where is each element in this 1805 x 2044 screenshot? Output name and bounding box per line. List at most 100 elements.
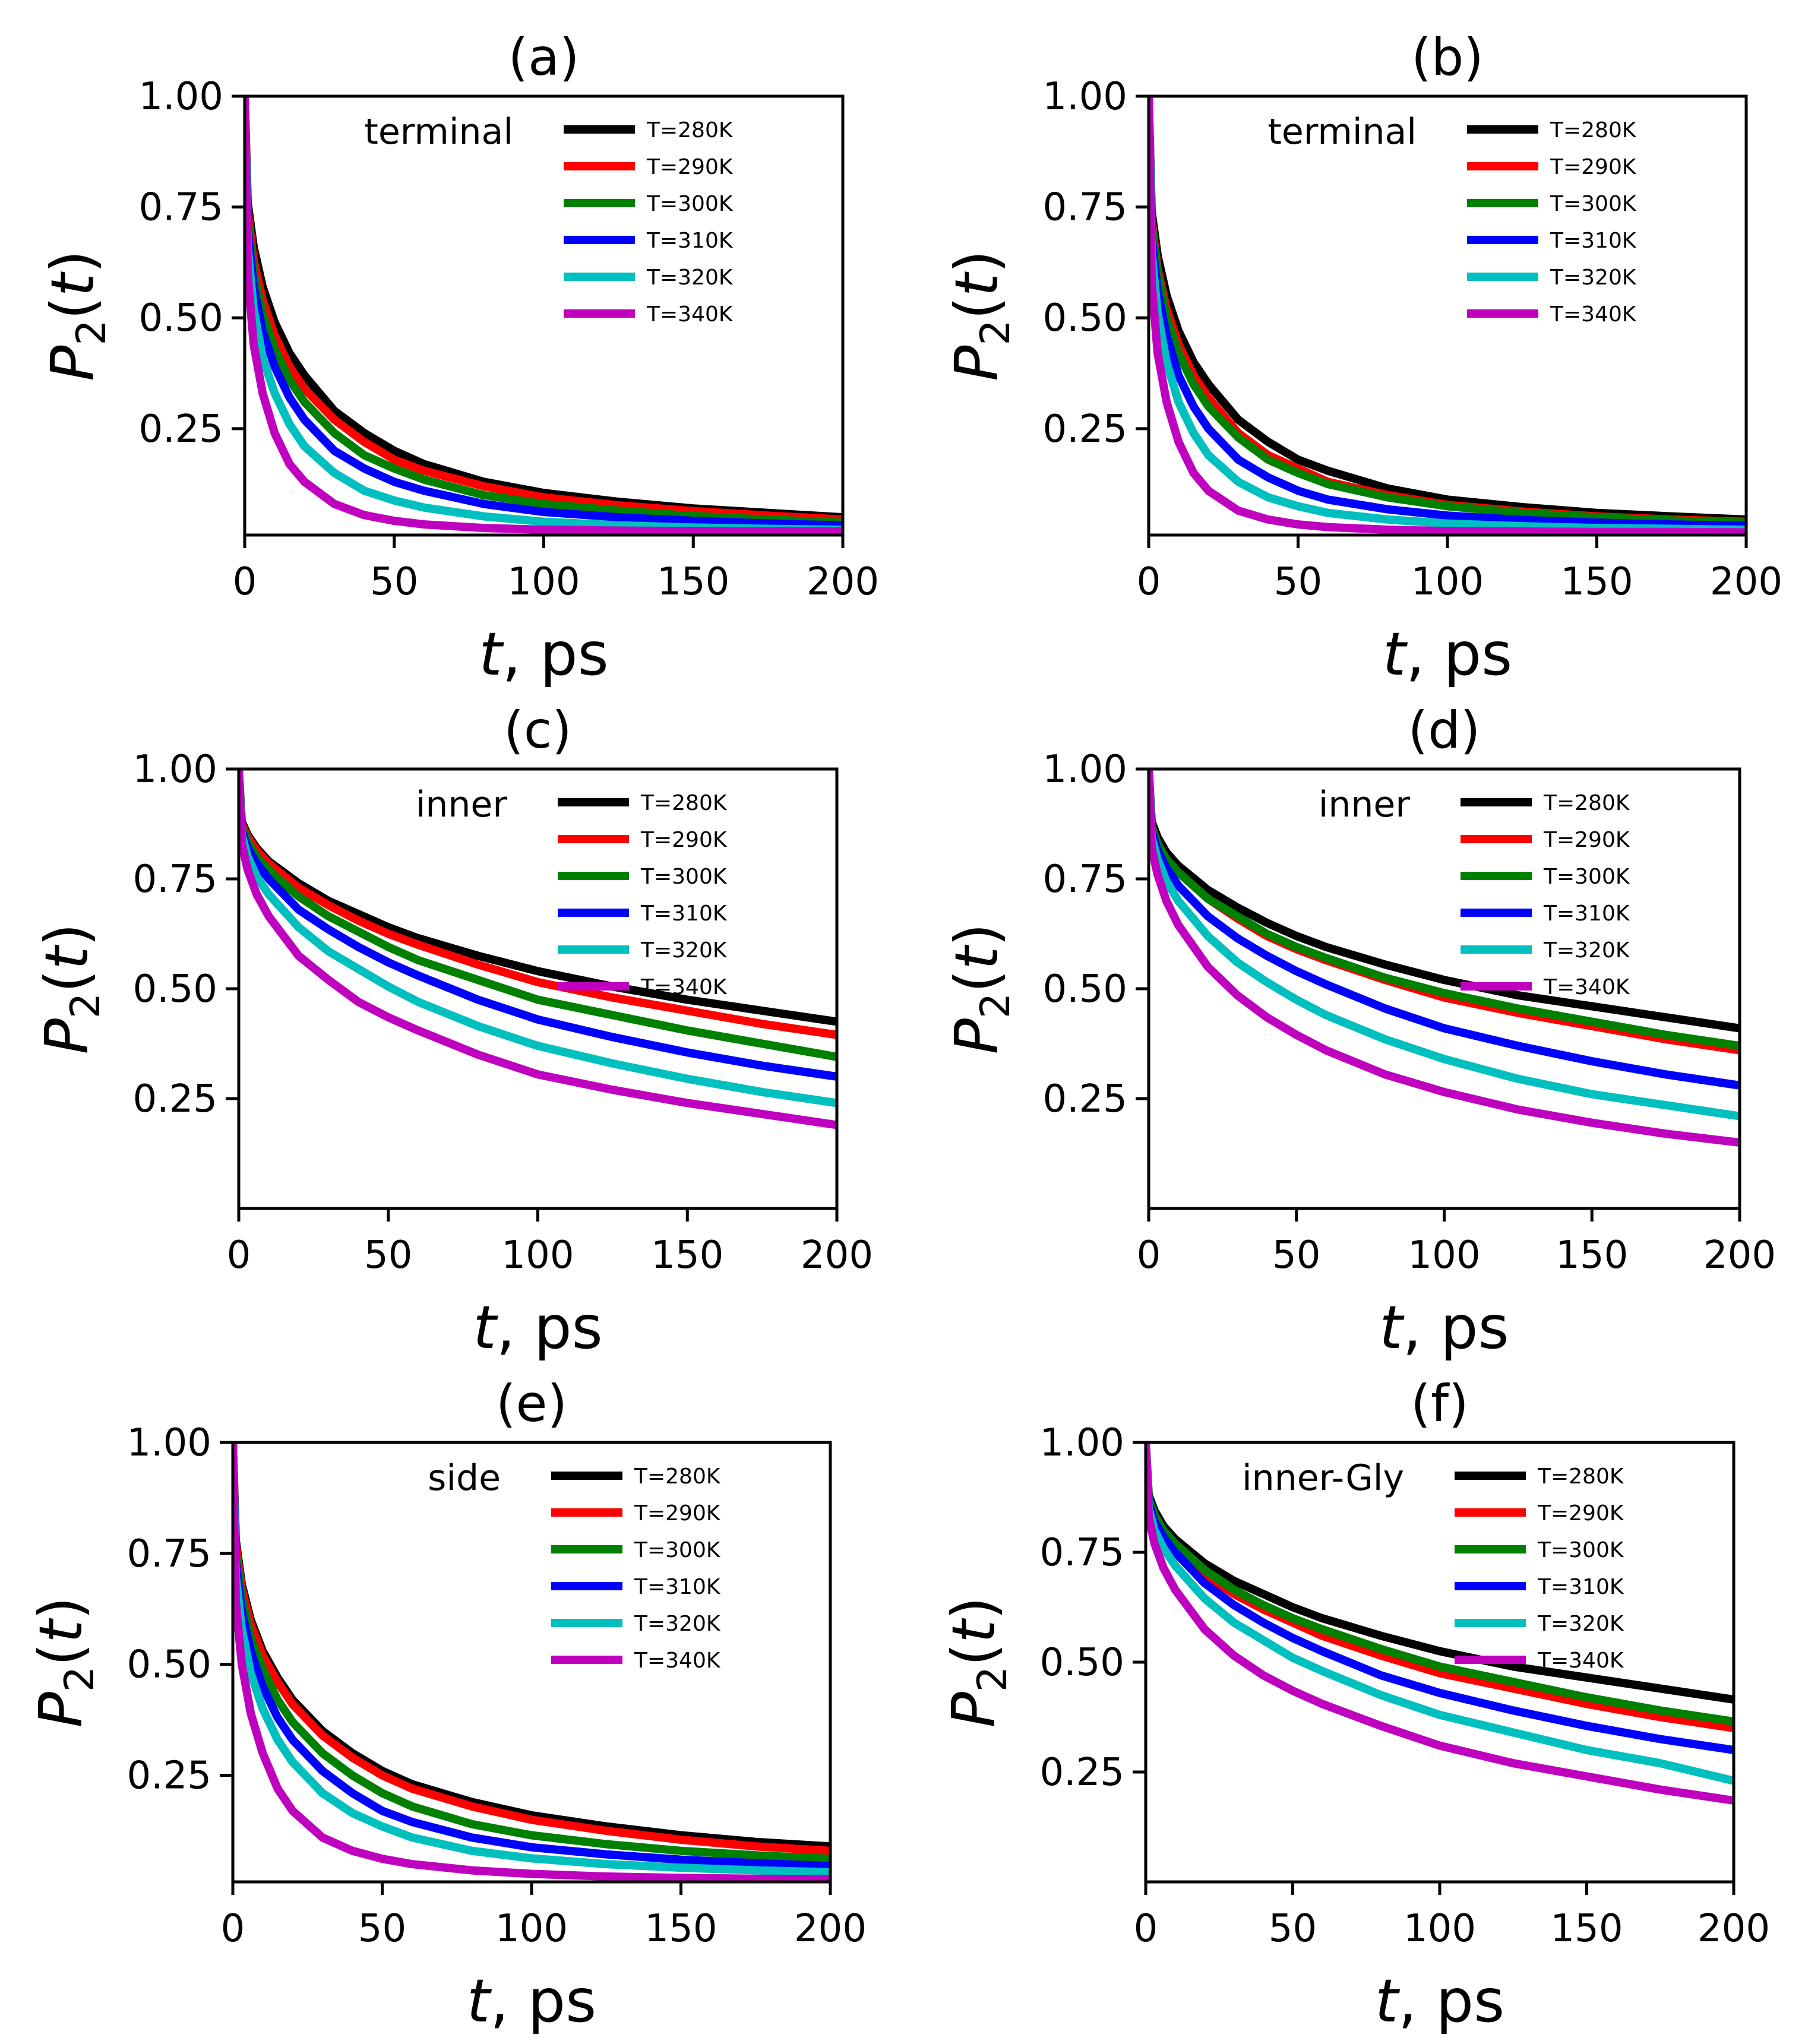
panel-title: (c) xyxy=(504,701,571,760)
x-axis-var: t xyxy=(1379,1293,1405,1362)
series-line-T=310K xyxy=(1146,1442,1734,1754)
y-axis-sub: 2 xyxy=(969,1666,1016,1692)
series-line-T=340K xyxy=(239,769,837,1129)
series-group xyxy=(1149,96,1746,535)
y-axis-open: ( xyxy=(939,1643,1009,1666)
y-axis-label: P2(t) xyxy=(939,1597,1016,1728)
x-tick-label: 150 xyxy=(1560,560,1633,604)
y-axis-sub: 2 xyxy=(56,1666,103,1692)
y-tick-label: 1.00 xyxy=(1043,75,1128,119)
legend-label: T=310K xyxy=(646,229,734,253)
inset-label: terminal xyxy=(1267,111,1417,153)
legend-label: T=310K xyxy=(1543,901,1630,926)
x-axis-unit: , ps xyxy=(497,1293,603,1362)
x-tick-label: 150 xyxy=(1550,1907,1623,1951)
y-axis-arg: t xyxy=(26,1618,96,1643)
y-axis-sub: 2 xyxy=(68,319,115,345)
legend-label: T=290K xyxy=(634,1501,721,1526)
y-axis-close: ) xyxy=(939,1597,1009,1620)
series-line-T=320K xyxy=(245,96,843,534)
y-axis-var: P xyxy=(942,1018,1011,1054)
inset-label: inner xyxy=(1319,784,1411,825)
y-tick-label: 0.25 xyxy=(1043,1077,1128,1121)
legend-label: T=290K xyxy=(1550,155,1637,179)
x-tick-label: 100 xyxy=(1403,1907,1476,1951)
x-tick-label: 50 xyxy=(1274,560,1322,604)
y-tick-label: 0.75 xyxy=(1040,1531,1125,1575)
series-line-T=340K xyxy=(245,96,843,535)
plot-frame xyxy=(1144,1441,1736,1884)
x-axis-unit: , ps xyxy=(1398,1966,1504,2036)
series-line-T=280K xyxy=(233,1442,830,1851)
legend-label: T=300K xyxy=(634,1538,721,1562)
x-axis-var: t xyxy=(467,1966,492,2036)
x-tick-label: 0 xyxy=(221,1907,245,1951)
y-tick-label: 1.00 xyxy=(133,748,218,792)
y-tick-label: 0.75 xyxy=(127,1532,212,1576)
x-tick-label: 200 xyxy=(807,560,879,604)
x-tick-label: 0 xyxy=(233,560,257,604)
series-line-T=320K xyxy=(1146,1442,1734,1785)
series-line-T=320K xyxy=(1149,96,1746,534)
legend-label: T=310K xyxy=(634,1575,721,1599)
y-tick-label: 0.50 xyxy=(1040,1641,1125,1685)
series-line-T=310K xyxy=(239,769,837,1081)
x-tick-label: 200 xyxy=(1703,1233,1776,1277)
y-tick-label: 1.00 xyxy=(139,75,224,119)
x-tick-label: 200 xyxy=(1697,1907,1770,1951)
y-axis-close: ) xyxy=(942,923,1011,947)
series-line-T=340K xyxy=(1149,96,1746,535)
x-tick-label: 100 xyxy=(1411,560,1484,604)
y-axis-close: ) xyxy=(32,923,102,947)
x-axis-unit: , ps xyxy=(1403,1293,1509,1362)
series-line-T=290K xyxy=(245,96,843,524)
legend-label: T=280K xyxy=(640,791,728,815)
y-axis-arg: t xyxy=(942,271,1011,296)
y-axis-arg: t xyxy=(942,944,1011,970)
series-line-T=320K xyxy=(1149,769,1740,1121)
x-axis-unit: , ps xyxy=(490,1966,596,2036)
panel-title: (f) xyxy=(1411,1374,1468,1434)
legend-label: T=290K xyxy=(1537,1501,1624,1526)
y-tick-label: 0.75 xyxy=(1043,858,1128,901)
x-tick-label: 200 xyxy=(1710,560,1782,604)
y-axis-var: P xyxy=(26,1691,96,1727)
x-tick-label: 50 xyxy=(358,1907,406,1951)
x-tick-label: 150 xyxy=(657,560,729,604)
x-tick-label: 50 xyxy=(1269,1907,1317,1951)
x-axis-label: t, ps xyxy=(1379,1293,1509,1362)
legend-label: T=300K xyxy=(1543,865,1630,889)
series-line-T=310K xyxy=(1149,96,1746,530)
legend-label: T=290K xyxy=(1543,828,1630,852)
y-axis-var: P xyxy=(942,345,1011,381)
legend-label: T=300K xyxy=(646,192,734,216)
legend-label: T=310K xyxy=(1537,1575,1624,1599)
y-tick-label: 0.50 xyxy=(133,967,218,1011)
legend-label: T=340K xyxy=(634,1649,721,1673)
panel-title: (e) xyxy=(496,1374,567,1434)
y-axis-label: P2(t) xyxy=(38,250,115,381)
legend-label: T=320K xyxy=(1543,938,1630,963)
legend-label: T=310K xyxy=(640,901,728,926)
series-line-T=310K xyxy=(233,1442,830,1871)
y-axis-open: ( xyxy=(38,296,108,319)
x-tick-label: 150 xyxy=(651,1233,723,1277)
legend-label: T=300K xyxy=(1550,192,1637,216)
y-axis-open: ( xyxy=(942,296,1011,319)
x-tick-label: 150 xyxy=(644,1907,717,1951)
x-axis-unit: , ps xyxy=(502,619,609,689)
legend-label: T=300K xyxy=(640,865,728,889)
y-tick-label: 1.00 xyxy=(1043,748,1128,792)
legend-label: T=320K xyxy=(646,265,734,290)
y-axis-label: P2(t) xyxy=(942,923,1019,1055)
legend-label: T=320K xyxy=(634,1612,721,1636)
y-axis-var: P xyxy=(32,1018,102,1054)
series-line-T=320K xyxy=(233,1442,830,1877)
y-axis-var: P xyxy=(939,1691,1009,1727)
y-tick-label: 0.25 xyxy=(127,1754,212,1798)
series-group xyxy=(239,769,837,1129)
series-line-T=300K xyxy=(239,769,837,1061)
y-axis-arg: t xyxy=(32,944,102,970)
